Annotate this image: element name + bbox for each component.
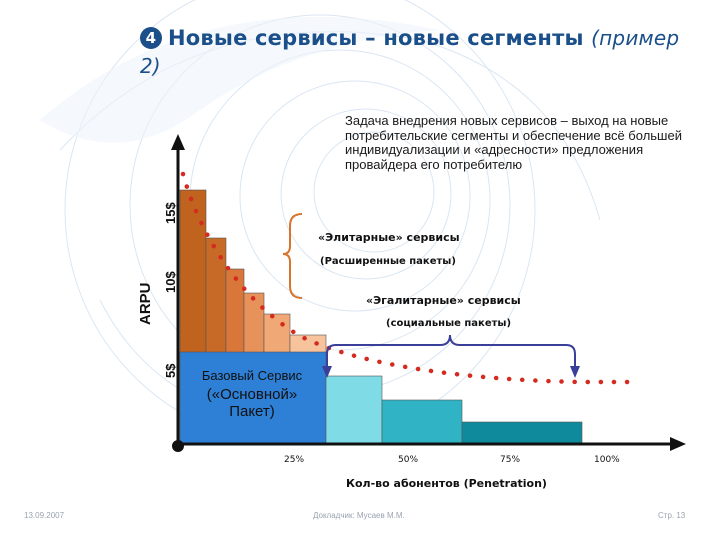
y-axis-arrow-icon <box>171 134 185 150</box>
base-service-line3: Пакет) <box>229 403 275 420</box>
axis-origin-dot <box>172 440 184 452</box>
egal-bracket <box>326 334 576 368</box>
bar-base-service <box>179 351 327 444</box>
title-number-badge: 4 <box>140 27 162 49</box>
base-service-label: Базовый Сервис («Основной» Пакет) <box>190 368 314 420</box>
bar-egal-2 <box>381 399 463 444</box>
elite-services-label: «Элитарные» сервисы <box>318 231 460 244</box>
x-tick-75: 75% <box>500 455 521 465</box>
title-text: Новые сервисы – новые сегменты <box>168 26 584 50</box>
y-tick-5: 5$ <box>163 363 178 378</box>
y-axis-label: ARPU <box>137 282 154 325</box>
egal-services-label: «Эгалитарные» сервисы <box>366 294 521 307</box>
x-axis-arrow-icon <box>670 437 686 451</box>
base-service-line1: Базовый Сервис <box>201 368 303 383</box>
egal-services-sublabel: (социальные пакеты) <box>386 318 512 329</box>
x-tick-25: 25% <box>284 455 305 465</box>
y-tick-10: 10$ <box>163 271 178 293</box>
y-tick-15: 15$ <box>163 202 178 224</box>
egal-arrow-left-icon <box>322 366 332 378</box>
x-axis-label: Кол-во абонентов (Penetration) <box>346 477 547 490</box>
x-tick-50: 50% <box>398 455 419 465</box>
egal-arrow-right-icon <box>570 366 580 378</box>
footer-page-number: Стр. 13 <box>658 511 686 520</box>
bar-egal-1 <box>325 375 383 444</box>
title-continuation: 2) <box>140 54 161 78</box>
elite-bracket <box>282 213 303 299</box>
footer-speaker: Докладчик: Мусаев М.М. <box>313 511 405 520</box>
x-tick-100: 100% <box>594 455 620 465</box>
title-paren: (пример <box>591 26 680 50</box>
elite-services-sublabel: (Расширенные пакеты) <box>320 256 456 267</box>
footer-date: 13.09.2007 <box>24 511 65 520</box>
bar-egal-3 <box>461 421 583 444</box>
slide-title: 4 Новые сервисы – новые сегменты (пример <box>140 26 679 50</box>
demand-curve-dotted <box>180 171 643 385</box>
slide-description: Задача внедрения новых сервисов – выход … <box>345 113 682 172</box>
base-service-line2: («Основной» <box>206 386 298 403</box>
